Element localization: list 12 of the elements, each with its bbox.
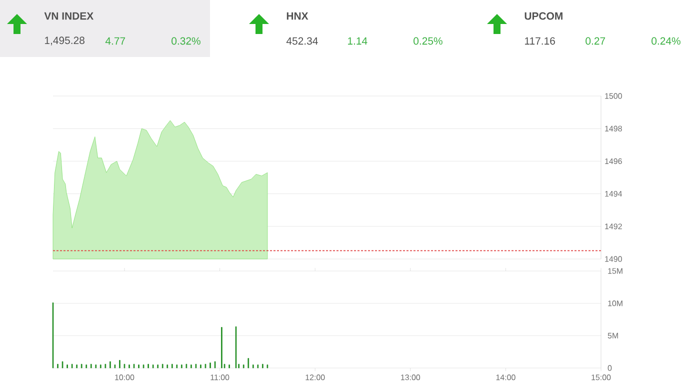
- text: 0.24%: [652, 37, 680, 45]
- text: 0.25%: [414, 37, 442, 45]
- text: HNX: [286, 12, 308, 20]
- text: VN INDEX: [44, 12, 94, 20]
- text: UPCOM: [524, 12, 562, 20]
- text: 452.34: [286, 37, 318, 45]
- text: 0.32%: [172, 37, 200, 45]
- text: 4.77: [105, 37, 126, 45]
- text: 117.16: [525, 37, 555, 45]
- text: 1.14: [348, 37, 368, 45]
- text: 0.27: [586, 37, 606, 45]
- text: 1,495.28: [45, 36, 84, 46]
